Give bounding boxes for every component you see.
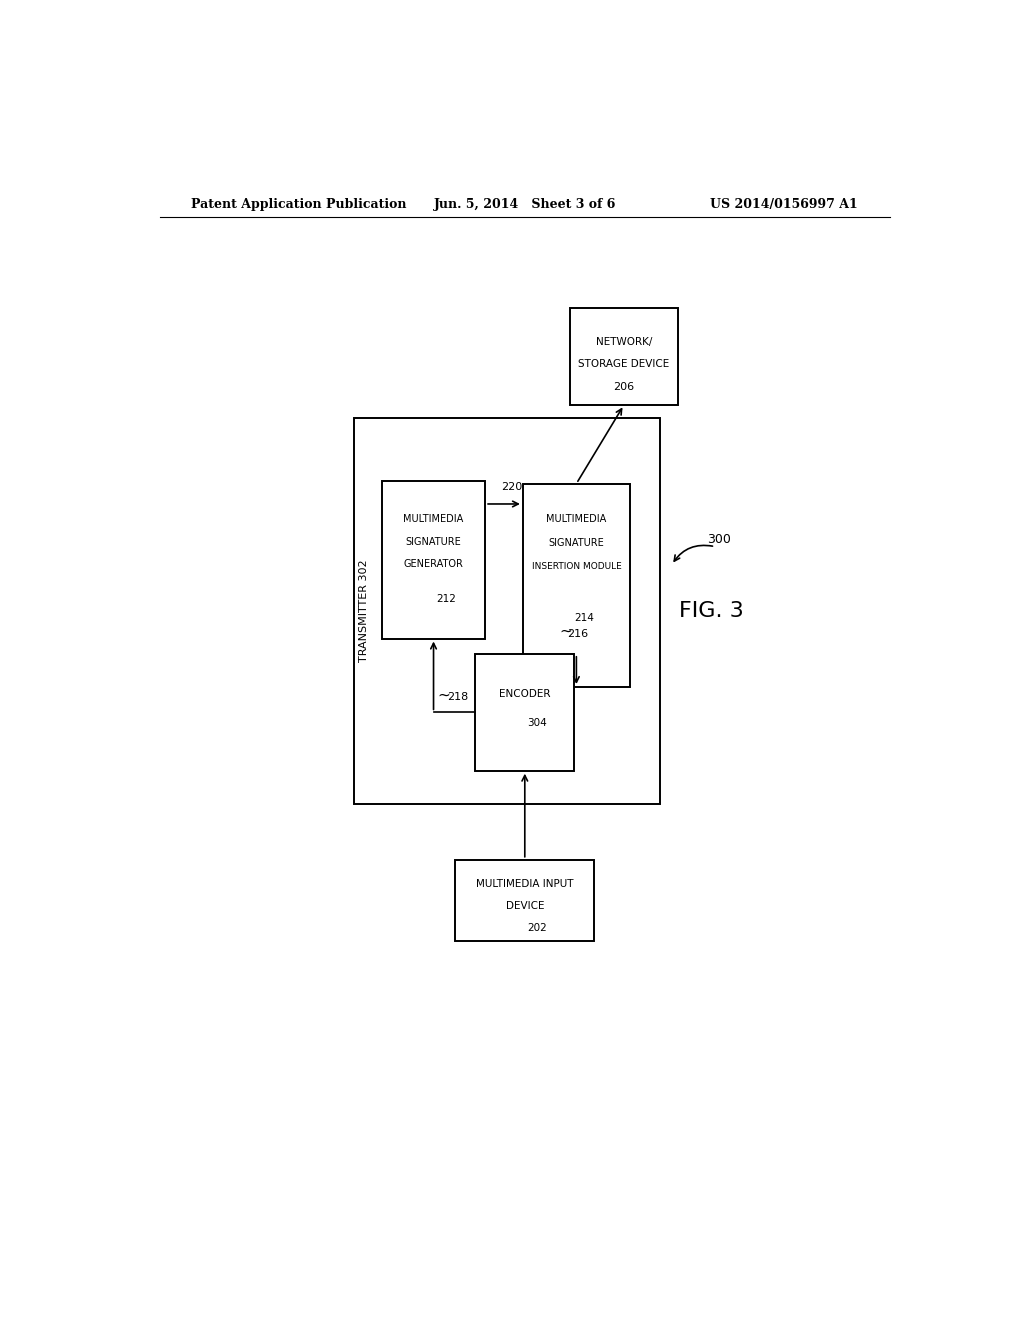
Text: MULTIMEDIA: MULTIMEDIA: [546, 515, 606, 524]
Text: MULTIMEDIA INPUT: MULTIMEDIA INPUT: [476, 879, 573, 890]
Text: DEVICE: DEVICE: [506, 902, 544, 912]
Text: 216: 216: [567, 628, 588, 639]
Text: 300: 300: [708, 533, 731, 546]
FancyBboxPatch shape: [382, 480, 485, 639]
Text: 214: 214: [574, 612, 594, 623]
Text: MULTIMEDIA: MULTIMEDIA: [403, 515, 464, 524]
Text: 202: 202: [527, 923, 547, 933]
FancyBboxPatch shape: [456, 859, 594, 941]
Text: SIGNATURE: SIGNATURE: [406, 537, 462, 546]
Text: ~: ~: [559, 623, 571, 639]
Text: 218: 218: [447, 692, 468, 702]
Text: Patent Application Publication: Patent Application Publication: [191, 198, 407, 211]
Text: ~: ~: [437, 688, 451, 702]
FancyBboxPatch shape: [570, 309, 678, 405]
FancyBboxPatch shape: [523, 483, 630, 686]
Text: INSERTION MODULE: INSERTION MODULE: [531, 562, 622, 572]
Text: SIGNATURE: SIGNATURE: [549, 537, 604, 548]
Text: US 2014/0156997 A1: US 2014/0156997 A1: [711, 198, 858, 211]
Text: GENERATOR: GENERATOR: [403, 558, 464, 569]
Text: NETWORK/: NETWORK/: [596, 338, 652, 347]
Text: 304: 304: [527, 718, 547, 727]
Text: 206: 206: [613, 381, 635, 392]
Text: STORAGE DEVICE: STORAGE DEVICE: [579, 359, 670, 368]
Text: FIG. 3: FIG. 3: [679, 601, 743, 620]
Text: Jun. 5, 2014   Sheet 3 of 6: Jun. 5, 2014 Sheet 3 of 6: [433, 198, 616, 211]
Text: 212: 212: [436, 594, 456, 603]
FancyBboxPatch shape: [475, 653, 574, 771]
FancyBboxPatch shape: [354, 417, 659, 804]
Text: 220: 220: [502, 482, 522, 492]
Text: TRANSMITTER 302: TRANSMITTER 302: [358, 560, 369, 663]
Text: ENCODER: ENCODER: [499, 689, 551, 700]
